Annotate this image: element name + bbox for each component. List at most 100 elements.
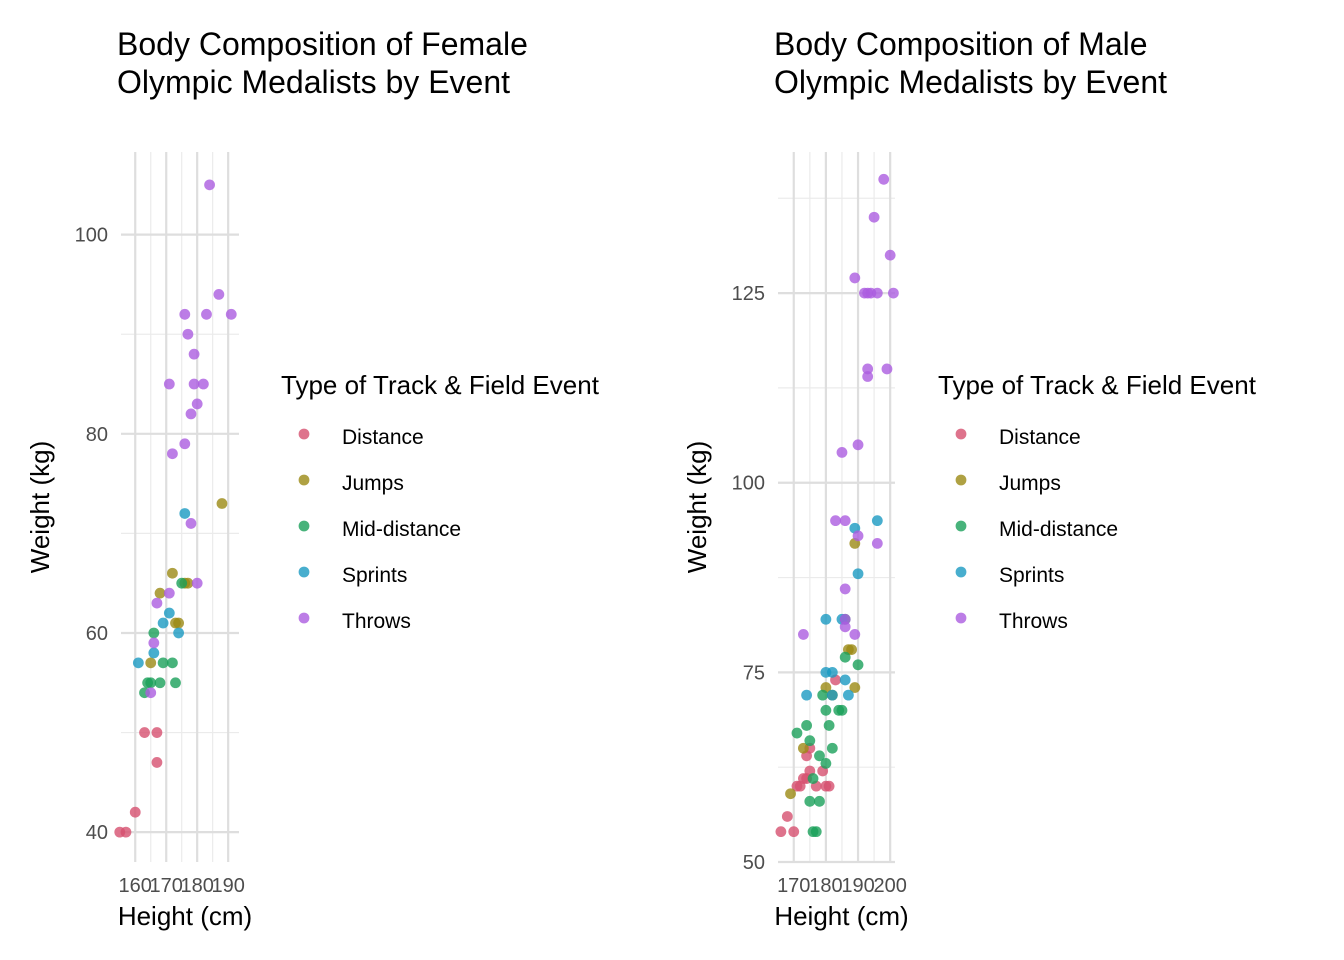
data-point [157,617,169,629]
data-point [179,508,191,519]
legend-key [298,566,310,578]
data-point [154,587,166,599]
data-point [820,704,832,716]
data-point [173,617,185,629]
data-point [849,272,861,284]
legend-label: Distance [999,426,1081,449]
data-point [884,249,896,261]
data-point [852,659,864,671]
data-point [862,363,874,375]
x-tick-label: 160 [119,875,152,897]
data-point [801,689,813,701]
y-tick-label: 100 [75,225,108,247]
data-point [820,613,832,625]
data-point [852,568,864,580]
data-point [788,826,800,838]
data-point [817,689,829,701]
data-point [148,637,160,649]
data-point [826,666,838,678]
y-tick-label: 50 [743,852,765,874]
data-points [114,179,237,838]
data-point [836,446,848,458]
data-point [188,348,200,360]
data-point [823,720,835,731]
data-point [132,657,144,669]
data-point [191,398,203,410]
data-point [145,657,157,669]
data-point [188,378,200,390]
y-tick-label: 100 [732,473,765,495]
data-point [167,657,178,669]
data-point [145,687,157,699]
data-point [785,788,796,800]
data-point [148,627,160,639]
data-points [775,173,899,838]
data-point [823,780,835,792]
data-point [781,811,793,822]
data-point [839,651,851,663]
legend-title: Type of Track & Field Event [938,370,1257,400]
data-point [151,727,163,738]
data-point [849,629,861,640]
data-point [839,515,851,527]
legend-key [298,612,310,624]
data-point [216,498,228,509]
data-point [814,750,825,762]
data-point [129,806,141,818]
legend-label: Throws [342,610,411,633]
x-tick-label: 190 [211,875,244,897]
data-point [797,629,809,640]
data-point [820,757,832,769]
data-point [797,742,809,754]
grid [121,152,239,862]
legend-label: Sprints [999,564,1064,587]
data-point [836,704,848,716]
chart-title-line: Body Composition of Male [774,26,1148,62]
data-point [139,727,150,738]
data-point [167,567,178,579]
data-point [887,287,899,299]
data-point [830,515,841,527]
data-point [839,613,851,625]
data-point [775,826,787,838]
data-point [868,211,880,223]
data-point [120,826,132,838]
series-throws [145,179,237,699]
data-point [810,826,822,838]
data-point [201,308,212,320]
legend-key [955,428,967,440]
data-point [814,795,825,807]
chart-title-line: Body Composition of Female [117,26,528,62]
legend-key [955,612,967,624]
grid [778,152,895,864]
y-tick-label: 75 [743,662,765,684]
data-point [839,674,851,686]
data-point [213,288,225,300]
data-point [179,438,191,450]
legend-key [298,474,310,486]
data-point [185,518,197,529]
data-point [185,408,197,420]
legend-key [298,520,310,532]
y-axis-title: Weight (kg) [682,441,712,573]
chart-title-line: Olympic Medalists by Event [774,64,1167,100]
data-point [839,583,851,595]
legend-label: Mid-distance [342,518,461,541]
x-tick-label: 180 [809,875,842,897]
data-point [871,515,883,527]
series-sprints [132,508,191,669]
data-point [862,371,874,382]
legend-key [955,566,967,578]
series-distance [114,727,163,838]
y-tick-label: 125 [732,283,765,305]
legend-label: Mid-distance [999,518,1118,541]
legend-label: Sprints [342,564,407,587]
chart-title-line: Olympic Medalists by Event [117,64,510,100]
legend-label: Throws [999,610,1068,633]
data-point [167,448,178,460]
data-point [871,287,883,299]
data-point [804,735,816,747]
data-point [826,742,838,754]
